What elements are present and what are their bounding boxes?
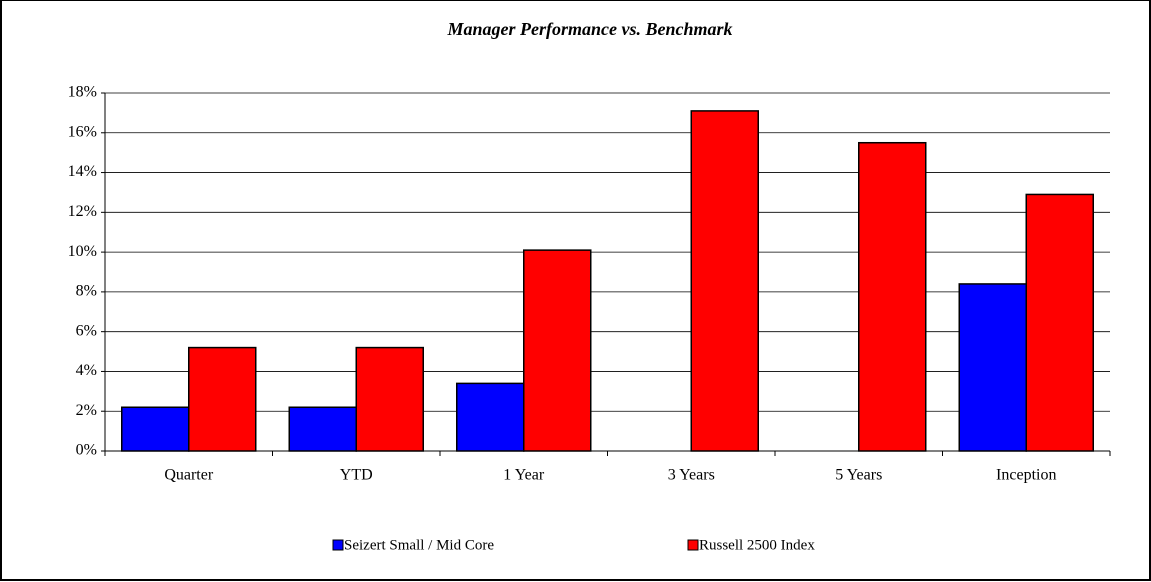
y-tick-label: 8% — [76, 283, 97, 300]
y-tick-label: 0% — [76, 442, 97, 459]
y-tick-label: 12% — [68, 203, 97, 220]
legend-label: Russell 2500 Index — [699, 537, 815, 553]
bar — [1025, 193, 1094, 452]
x-tick-label: Inception — [996, 467, 1056, 484]
chart-title: Manager Performance vs. Benchmark — [447, 19, 733, 39]
bar — [523, 249, 592, 452]
legend-label: Seizert Small / Mid Core — [344, 537, 494, 553]
y-tick-label: 2% — [76, 402, 97, 419]
y-tick-label: 10% — [68, 243, 97, 260]
bar — [188, 346, 257, 452]
y-tick-label: 14% — [68, 163, 97, 180]
bar — [958, 283, 1027, 452]
x-tick-label: YTD — [340, 467, 373, 484]
y-tick-label: 6% — [76, 322, 97, 339]
y-tick-label: 18% — [68, 84, 97, 101]
x-tick-label: 3 Years — [668, 467, 715, 484]
y-tick-label: 16% — [68, 123, 97, 140]
bar — [355, 346, 424, 452]
x-tick-label: 1 Year — [503, 467, 545, 484]
bar — [288, 406, 357, 452]
legend-swatch — [332, 539, 344, 551]
bar — [858, 141, 927, 452]
bar — [690, 110, 759, 452]
y-tick-label: 4% — [76, 362, 97, 379]
bar — [456, 382, 525, 452]
x-tick-label: 5 Years — [835, 467, 882, 484]
legend-swatch — [687, 539, 699, 551]
bar — [121, 406, 190, 452]
x-tick-label: Quarter — [164, 467, 214, 484]
